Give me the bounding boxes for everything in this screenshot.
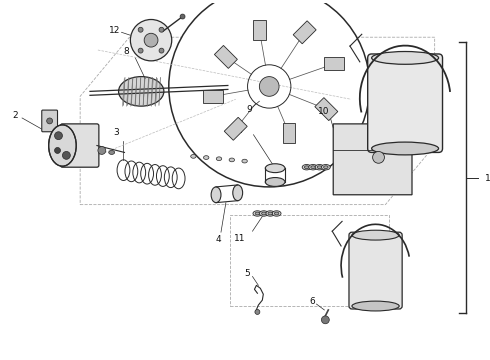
Ellipse shape (265, 164, 285, 172)
Ellipse shape (268, 212, 272, 215)
Ellipse shape (309, 165, 318, 170)
Polygon shape (315, 98, 338, 121)
Ellipse shape (262, 212, 266, 215)
Circle shape (159, 48, 164, 53)
Polygon shape (215, 45, 237, 68)
Ellipse shape (216, 157, 221, 161)
Ellipse shape (109, 150, 115, 154)
Polygon shape (283, 123, 295, 143)
Circle shape (255, 310, 260, 314)
Ellipse shape (311, 166, 315, 168)
Circle shape (259, 77, 279, 96)
Ellipse shape (272, 211, 281, 216)
Text: 9: 9 (246, 105, 252, 114)
Circle shape (54, 148, 60, 153)
Text: 6: 6 (310, 297, 316, 306)
Ellipse shape (371, 51, 439, 64)
Polygon shape (333, 124, 412, 195)
Text: 5: 5 (245, 269, 250, 278)
Ellipse shape (317, 166, 321, 168)
Ellipse shape (265, 177, 285, 186)
Circle shape (54, 132, 62, 140)
Text: 1: 1 (485, 174, 490, 183)
Circle shape (169, 0, 369, 187)
Text: 7: 7 (238, 126, 244, 135)
Ellipse shape (211, 187, 221, 203)
Ellipse shape (203, 156, 209, 159)
FancyBboxPatch shape (368, 54, 442, 152)
Ellipse shape (266, 211, 274, 216)
Text: 8: 8 (123, 48, 129, 57)
Ellipse shape (119, 77, 164, 106)
Ellipse shape (371, 142, 439, 155)
Ellipse shape (233, 185, 243, 201)
Text: 10: 10 (318, 107, 329, 116)
Ellipse shape (259, 211, 268, 216)
Polygon shape (253, 21, 266, 40)
FancyBboxPatch shape (60, 124, 99, 167)
Ellipse shape (321, 165, 330, 170)
Circle shape (159, 27, 164, 32)
Circle shape (144, 33, 158, 47)
Ellipse shape (229, 158, 235, 162)
Circle shape (47, 118, 52, 124)
Text: 12: 12 (109, 26, 121, 35)
Polygon shape (293, 21, 316, 44)
Polygon shape (203, 90, 223, 103)
Ellipse shape (274, 212, 279, 215)
Bar (230, 215, 390, 306)
Circle shape (130, 19, 172, 61)
Circle shape (98, 147, 106, 154)
Text: 2: 2 (12, 112, 18, 121)
Text: 11: 11 (234, 234, 245, 243)
FancyBboxPatch shape (349, 232, 402, 309)
Polygon shape (324, 57, 344, 70)
Polygon shape (224, 117, 247, 140)
Circle shape (62, 152, 71, 159)
Ellipse shape (242, 159, 247, 163)
Circle shape (321, 316, 329, 324)
Text: 4: 4 (215, 235, 221, 244)
Ellipse shape (304, 166, 309, 168)
Ellipse shape (352, 301, 399, 311)
Ellipse shape (323, 166, 328, 168)
Ellipse shape (191, 154, 196, 158)
Circle shape (180, 14, 185, 19)
Circle shape (138, 27, 143, 32)
Ellipse shape (352, 230, 399, 240)
Circle shape (138, 48, 143, 53)
Ellipse shape (302, 165, 311, 170)
Text: 3: 3 (114, 128, 120, 137)
Ellipse shape (49, 125, 76, 166)
Ellipse shape (253, 211, 262, 216)
Circle shape (372, 152, 385, 163)
FancyBboxPatch shape (42, 110, 57, 132)
Ellipse shape (255, 212, 260, 215)
Ellipse shape (315, 165, 324, 170)
